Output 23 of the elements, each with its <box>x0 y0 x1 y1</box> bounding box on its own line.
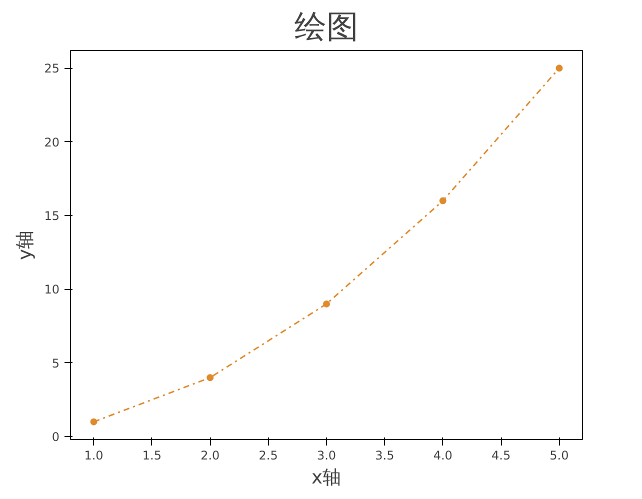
y-tick-label: 20 <box>44 135 60 150</box>
x-tick-label: 2.0 <box>200 448 220 462</box>
y-axis-title: y轴 <box>15 230 36 260</box>
x-tick-label: 5.0 <box>550 448 569 462</box>
x-tick-label: 1.0 <box>84 448 104 462</box>
x-tick-label: 1.5 <box>142 448 162 462</box>
x-axis-title: x轴 <box>311 468 342 488</box>
point <box>90 418 98 426</box>
y-tick-label: 0 <box>52 430 60 444</box>
y-tick-label: 10 <box>44 282 60 297</box>
x-tick-label: 4.5 <box>492 448 511 462</box>
x-tick-label: 2.5 <box>258 448 278 462</box>
chart-title: 绘图 <box>294 8 358 46</box>
point <box>206 374 214 382</box>
point <box>439 197 446 204</box>
point <box>556 64 563 72</box>
x-tick-label: 4.0 <box>433 448 452 462</box>
x-tick-label: 3.5 <box>375 448 394 462</box>
point <box>323 300 330 308</box>
y-tick-label: 15 <box>44 209 60 224</box>
y-tick-label: 25 <box>44 62 60 76</box>
x-tick-label: 3.0 <box>316 448 336 462</box>
y-tick-label: 5 <box>52 356 60 370</box>
